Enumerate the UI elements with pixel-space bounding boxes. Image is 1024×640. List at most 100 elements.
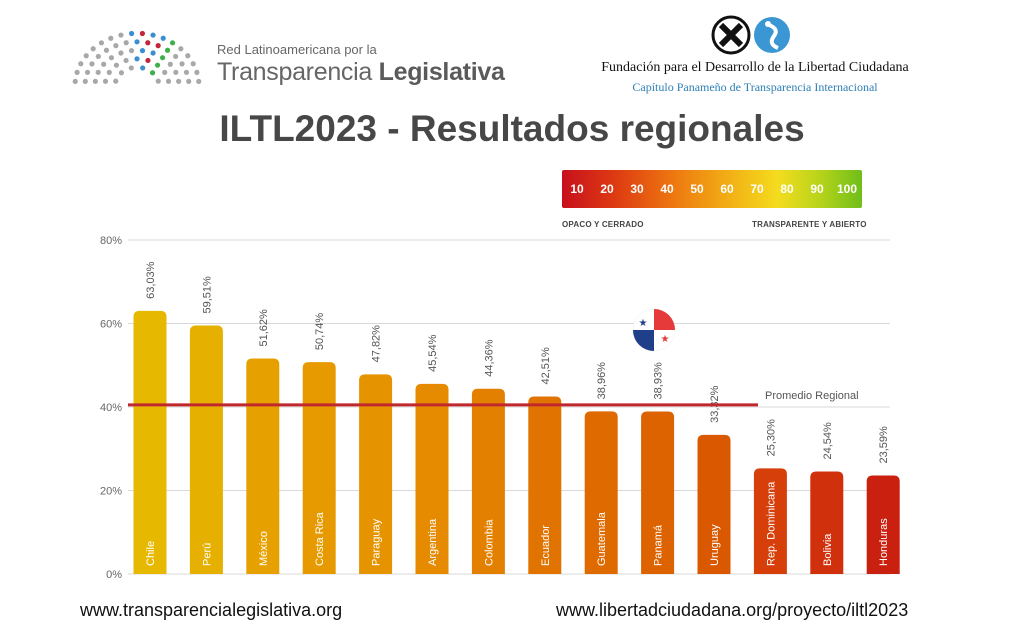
scale-number: 70: [750, 182, 764, 196]
logo-dot: [162, 69, 168, 75]
fundacion-subtitle: Capítulo Panameño de Transparencia Inter…: [632, 80, 878, 94]
bar: [133, 310, 167, 574]
scale-number: 10: [570, 182, 584, 196]
logo-dot: [179, 61, 185, 67]
logo-dot: [123, 57, 129, 64]
category-label: Guatemala: [596, 511, 608, 566]
category-label: Argentina: [427, 518, 439, 566]
category-label: México: [258, 531, 270, 566]
logo-dot: [134, 39, 140, 45]
logo-dot: [155, 43, 161, 49]
logo-dot: [159, 55, 166, 61]
category-label: Uruguay: [709, 524, 721, 566]
logo-dot: [123, 40, 129, 46]
logo-dot: [149, 70, 156, 76]
logo-dot: [128, 48, 135, 54]
bar: [810, 471, 844, 574]
y-tick-label: 80%: [100, 235, 122, 247]
data-label: 45,54%: [427, 334, 439, 372]
fundacion-name: Fundación para el Desarrollo de la Liber…: [601, 60, 909, 75]
logo-dot: [98, 40, 105, 46]
y-tick-label: 20%: [100, 486, 122, 498]
page-title: ILTL2023 - Resultados regionales: [219, 108, 805, 149]
bar: [528, 396, 562, 574]
logo-dot: [178, 46, 184, 52]
y-tick-label: 40%: [100, 402, 122, 414]
logo-dot: [150, 50, 156, 56]
logo-dot: [160, 35, 166, 41]
svg-text:★: ★: [639, 318, 648, 329]
logo-dot: [139, 48, 146, 54]
parliament-dots-icon: [72, 30, 202, 85]
category-label: Chile: [145, 541, 157, 566]
logo-dot: [78, 61, 84, 67]
bar: [584, 411, 618, 574]
bar: [246, 358, 280, 574]
category-label: Honduras: [878, 518, 890, 566]
logo-dot: [196, 78, 202, 85]
y-tick-label: 0%: [106, 569, 122, 581]
scale-number: 90: [810, 182, 824, 196]
logo-dot: [185, 53, 191, 59]
bar: [415, 383, 449, 574]
category-label: Paraguay: [371, 518, 383, 566]
data-label: 38,96%: [596, 362, 608, 400]
scale-right-caption: TRANSPARENTE Y ABIERTO: [752, 220, 867, 229]
bar: [641, 411, 675, 574]
logo-dot: [194, 69, 200, 75]
footer-url-right[interactable]: www.libertadciudadana.org/proyecto/iltl2…: [556, 600, 909, 620]
logo-dot: [183, 69, 190, 75]
logo-dot: [169, 40, 176, 46]
logo-dot: [82, 78, 88, 84]
logo-dot: [176, 78, 182, 84]
logo-dot: [102, 78, 109, 84]
red-latinoamericana-logo: Red Latinoamericana por la Transparencia…: [62, 8, 505, 88]
data-label: 38,93%: [653, 362, 665, 400]
logo-dot: [150, 32, 156, 38]
scale-number: 60: [720, 182, 734, 196]
logo-dot: [167, 61, 173, 67]
average-label: Promedio Regional: [765, 390, 859, 402]
bar: [359, 374, 393, 574]
scale-left-caption: OPACO Y CERRADO: [562, 220, 644, 229]
data-label: 25,30%: [765, 419, 777, 457]
bar: [866, 475, 900, 574]
logo-dot: [145, 57, 151, 64]
logo-dot: [113, 43, 119, 49]
logo-dot: [165, 78, 172, 84]
color-scale: 10 20 30 40 50 60 70 80 90 100: [562, 170, 862, 208]
data-label: 23,59%: [878, 426, 890, 464]
logo-dot: [118, 32, 124, 38]
data-label: 59,51%: [201, 276, 213, 314]
logo-dot: [89, 61, 95, 67]
logo-dot: [72, 78, 78, 85]
footer-url-left[interactable]: www.transparencialegislativa.org: [80, 600, 343, 620]
logo-dot: [128, 65, 134, 71]
logo-dot: [190, 61, 196, 67]
panama-flag-icon: ★ ★: [632, 308, 676, 352]
logo-dot: [113, 78, 119, 84]
logo-dot: [74, 69, 80, 75]
logo-dot: [113, 62, 120, 68]
logo-dot: [186, 78, 192, 84]
logo-dot: [95, 53, 101, 60]
data-label: 42,51%: [540, 347, 552, 385]
category-label: Ecuador: [540, 525, 552, 566]
svg-text:★: ★: [661, 334, 670, 345]
logo-dot: [140, 65, 146, 71]
category-label: Perú: [201, 543, 213, 566]
logo-dot: [155, 78, 161, 84]
category-label: Bolivia: [822, 533, 834, 566]
logo-dot: [173, 69, 179, 75]
logo-dot: [118, 50, 124, 56]
bar: [697, 434, 731, 574]
category-label: Costa Rica: [314, 511, 326, 566]
scale-number: 50: [690, 182, 704, 196]
scale-number: 40: [660, 182, 674, 196]
fundacion-logo: Fundación para el Desarrollo de la Liber…: [570, 14, 940, 98]
logo-dot: [101, 61, 107, 67]
scale-number: 100: [836, 182, 858, 196]
bar: [471, 388, 505, 574]
category-label: Colombia: [483, 519, 495, 566]
